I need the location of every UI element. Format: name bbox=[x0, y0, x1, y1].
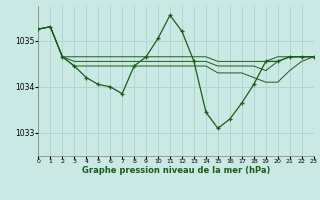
X-axis label: Graphe pression niveau de la mer (hPa): Graphe pression niveau de la mer (hPa) bbox=[82, 166, 270, 175]
